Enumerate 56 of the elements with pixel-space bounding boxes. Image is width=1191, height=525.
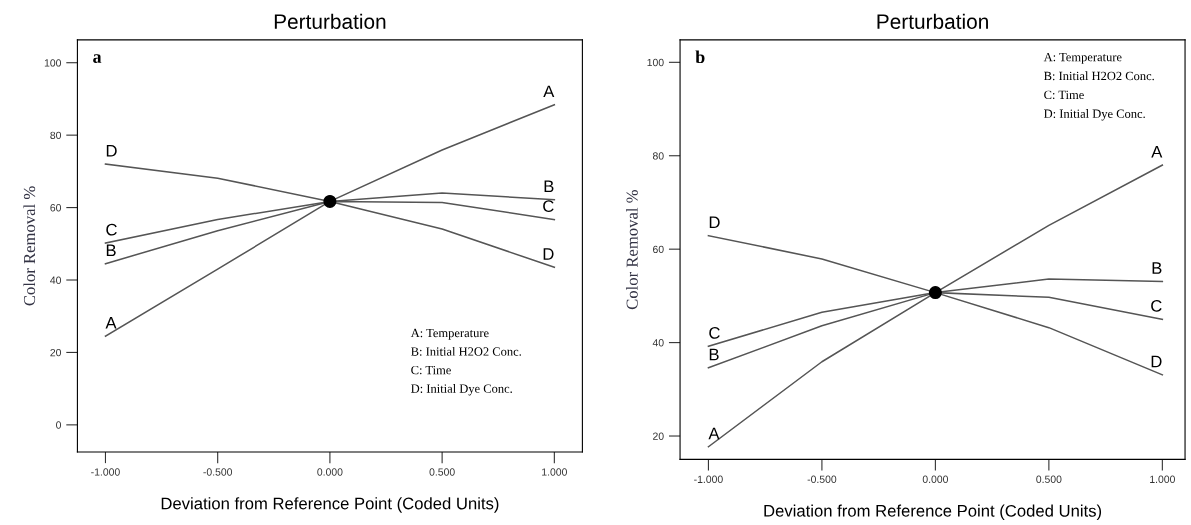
line-series [707, 234, 1164, 376]
series-label: B [106, 244, 116, 257]
text: A [543, 85, 555, 98]
annotation: C: Time [411, 365, 451, 375]
text: C [1151, 299, 1162, 312]
x-tick-label: 1.000 [542, 468, 567, 476]
y-tick-label: 20 [50, 348, 62, 357]
x-tick-label: -1.000 [694, 475, 723, 483]
y-tick-label: 20 [653, 432, 664, 440]
x-tick-label: -0.500 [807, 475, 837, 483]
annotation: A: Temperature [1043, 52, 1122, 64]
x-axis-title: Deviation from Reference Point (Coded Units) [764, 504, 1102, 521]
series-label: C [709, 327, 720, 339]
x-tick-label: 0.000 [922, 475, 949, 483]
text: B [544, 180, 554, 192]
line-series [104, 163, 556, 269]
y-tick-label: 60 [50, 204, 62, 212]
text: C [543, 200, 554, 213]
y-tick-label: 80 [50, 131, 62, 140]
series-label: A [708, 427, 720, 440]
chart-title: Perturbation [274, 13, 386, 29]
text: B [1152, 262, 1162, 274]
series-label: D [543, 248, 554, 260]
y-axis-title: Color Removal % [23, 186, 36, 306]
chart-title: Perturbation [877, 13, 988, 29]
annotation: b [695, 50, 705, 64]
annotation: D: Initial Dye Conc. [411, 384, 512, 396]
text: D [709, 216, 720, 228]
annotation: D: Initial Dye Conc. [1044, 109, 1145, 121]
text: A [1151, 146, 1163, 158]
annotation: B: Initial H2O2 Conc. [1044, 71, 1154, 81]
x-tick-label: 0.000 [317, 468, 343, 476]
y-tick-label: 80 [652, 152, 664, 160]
annotation: a [93, 54, 102, 63]
text: D [106, 145, 117, 157]
x-tick-label: 0.500 [429, 468, 455, 476]
x-tick-label: -0.500 [203, 468, 233, 476]
series-label: A [105, 317, 117, 329]
y-tick-label: 60 [653, 245, 664, 254]
x-tick-label: 0.500 [1036, 475, 1062, 483]
series-label: C [106, 223, 117, 236]
y-tick-label: 40 [50, 276, 62, 284]
y-tick-label: 40 [652, 339, 664, 347]
x-tick-label: 1.000 [1150, 475, 1175, 483]
y-axis-title: Color Removal % [626, 190, 638, 310]
y-tick-label: 100 [647, 58, 664, 67]
x-axis-title: Deviation from Reference Point (Coded Units) [161, 497, 499, 513]
y-tick-label: 100 [44, 59, 62, 67]
x-tick-label: -1.000 [91, 468, 120, 476]
series-label: B [709, 348, 719, 361]
y-tick-label: 0 [56, 421, 62, 429]
annotation: C: Time [1044, 90, 1084, 100]
annotation: A: Temperature [410, 328, 489, 340]
annotation: B: Initial H2O2 Conc. [411, 346, 521, 356]
line-series [707, 164, 1164, 448]
series-label: D [1151, 355, 1162, 368]
